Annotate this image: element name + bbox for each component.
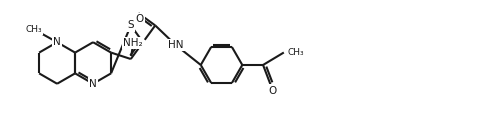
Text: CH₃: CH₃	[25, 25, 42, 34]
Text: O: O	[135, 14, 144, 24]
Text: NH₂: NH₂	[123, 38, 143, 48]
Text: N: N	[53, 37, 61, 47]
Text: CH₃: CH₃	[288, 48, 304, 57]
Text: N: N	[89, 79, 97, 89]
Text: HN: HN	[168, 40, 183, 50]
Text: O: O	[269, 86, 277, 96]
Text: S: S	[127, 20, 134, 30]
